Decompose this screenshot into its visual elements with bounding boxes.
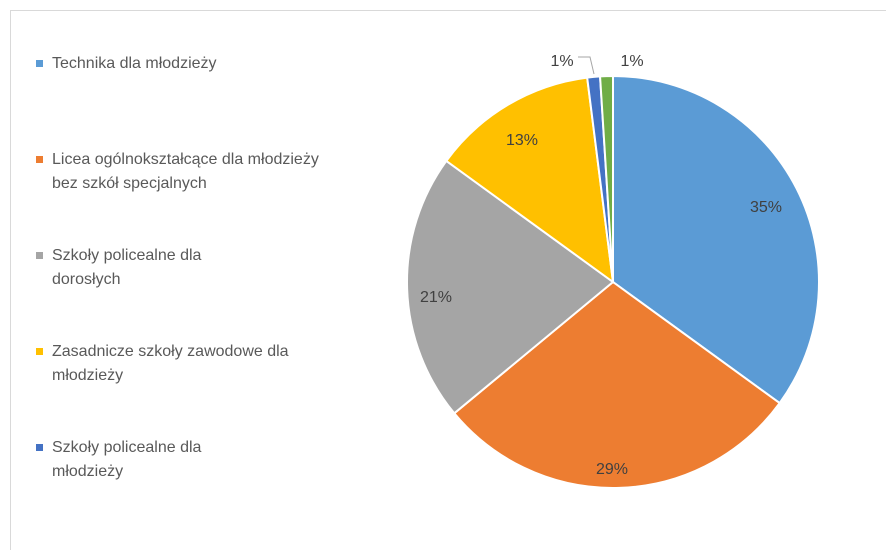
pie-slice-sixth (599, 74, 614, 283)
legend-label-technika: Technika dla młodzieży (52, 55, 217, 72)
pie-slice-policealne-dorosli (406, 159, 615, 415)
legend-swatch-technika (36, 60, 43, 67)
chart-frame (10, 10, 886, 550)
legend-label-policealne-mlodziez: Szkoły policealne dla młodzieży (52, 439, 202, 480)
legend-swatch-licea (36, 156, 43, 163)
data-label-sixth: 1% (620, 53, 643, 70)
data-label-technika: 35% (750, 199, 782, 216)
data-label-zasadnicze: 13% (506, 132, 538, 149)
data-label-licea: 29% (596, 461, 628, 478)
legend-label-policealne-dorosli: Szkoły policealne dla dorosłych (52, 247, 202, 288)
legend-swatch-policealne-dorosli (36, 252, 43, 259)
legend-label-zasadnicze: Zasadnicze szkoły zawodowe dla młodzieży (52, 343, 289, 384)
pie-slice-technika (612, 74, 820, 405)
legend-label-licea: Licea ogólnokształcące dla młodzieży bez… (52, 151, 319, 192)
data-label-policealne-mlodziez: 1% (550, 53, 573, 70)
legend-swatch-policealne-mlodziez (36, 444, 43, 451)
pie-slice-licea (452, 280, 782, 489)
data-label-policealne-dorosli: 21% (420, 289, 452, 306)
legend-swatch-zasadnicze (36, 348, 43, 355)
leader-line-policealne-mlodziez (578, 56, 595, 75)
pie-slice-zasadnicze (444, 76, 615, 285)
